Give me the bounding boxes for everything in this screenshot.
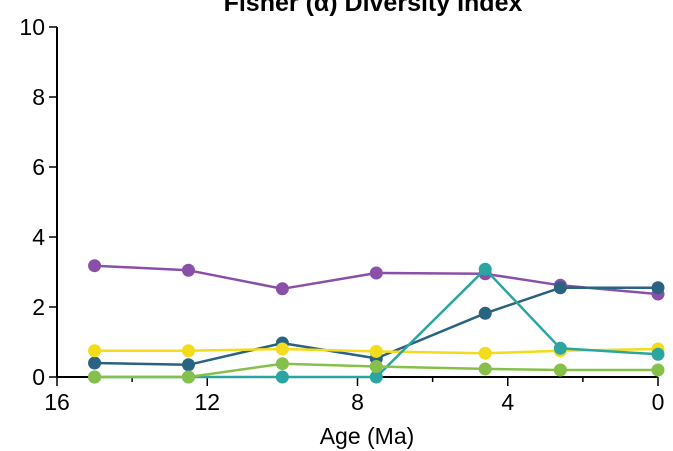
series-1 bbox=[88, 259, 665, 301]
y-tick-label: 8 bbox=[32, 84, 45, 110]
data-point bbox=[651, 281, 665, 295]
data-point bbox=[478, 262, 492, 276]
data-point bbox=[181, 358, 195, 372]
data-point bbox=[181, 263, 195, 277]
data-point bbox=[88, 370, 102, 384]
x-tick-label: 16 bbox=[44, 389, 70, 415]
data-point bbox=[553, 363, 567, 377]
data-point bbox=[478, 306, 492, 320]
data-point bbox=[369, 370, 383, 384]
data-point bbox=[369, 360, 383, 373]
x-tick-label: 0 bbox=[652, 389, 665, 415]
y-tick-label: 2 bbox=[32, 294, 45, 320]
x-tick-label: 4 bbox=[501, 389, 514, 415]
data-point bbox=[369, 344, 383, 358]
y-tick-label: 4 bbox=[32, 224, 45, 250]
y-tick-label: 0 bbox=[32, 364, 45, 390]
series-3 bbox=[88, 342, 665, 360]
data-point bbox=[651, 347, 665, 361]
data-point bbox=[478, 362, 492, 376]
data-point bbox=[88, 356, 102, 370]
data-point bbox=[553, 341, 567, 355]
data-point bbox=[181, 344, 195, 358]
x-tick-label: 12 bbox=[194, 389, 220, 415]
data-point bbox=[478, 346, 492, 360]
data-point bbox=[275, 282, 289, 296]
x-axis-label: Age (Ma) bbox=[320, 423, 415, 449]
y-tick-label: 6 bbox=[32, 154, 45, 180]
data-point bbox=[369, 266, 383, 280]
data-point bbox=[651, 363, 665, 377]
data-point bbox=[275, 370, 289, 384]
data-point bbox=[88, 344, 102, 358]
data-point bbox=[181, 370, 195, 384]
data-point bbox=[275, 357, 289, 371]
x-tick-label: 8 bbox=[351, 389, 364, 415]
series-5 bbox=[88, 357, 665, 384]
data-point bbox=[88, 259, 102, 273]
y-tick-label: 10 bbox=[19, 14, 45, 40]
data-point bbox=[553, 281, 567, 295]
chart-title: Fisher (α) Diversity Index bbox=[224, 0, 523, 17]
x-axis-ticks: 16 12 8 4 0 bbox=[44, 377, 664, 415]
y-axis-ticks: 0 2 4 6 8 10 bbox=[19, 14, 57, 390]
series-layer bbox=[88, 259, 665, 384]
data-point bbox=[275, 342, 289, 356]
